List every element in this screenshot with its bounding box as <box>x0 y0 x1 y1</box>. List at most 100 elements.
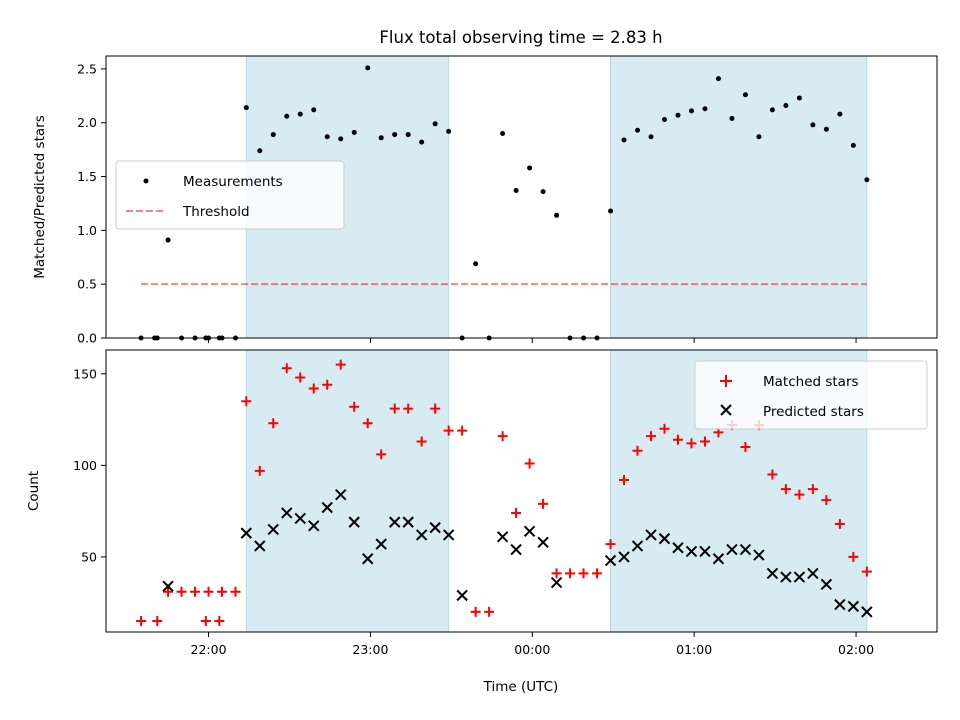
matched-stars-point <box>163 586 174 597</box>
measurement-point <box>392 132 398 138</box>
measurement-point <box>837 111 843 117</box>
measurement-point <box>419 139 425 145</box>
bottom-panel: 50 100 150 22:00 23:00 00:00 01:00 02:00 Time … <box>26 349 938 695</box>
measurement-point <box>864 177 870 183</box>
measurement-point <box>378 135 384 141</box>
matched-stars-point <box>281 363 292 374</box>
predicted-stars-point <box>550 576 563 589</box>
measurement-point <box>270 132 276 138</box>
predicted-stars-point <box>162 580 174 592</box>
predicted-stars-point <box>308 520 320 532</box>
matched-stars-point <box>497 431 508 442</box>
predicted-stars-point <box>658 532 671 545</box>
matched-stars-point <box>176 586 187 597</box>
predicted-stars-point <box>766 567 779 580</box>
measurement-point <box>432 121 438 127</box>
top-legend: Measurements Threshold <box>115 160 345 230</box>
matched-stars-point <box>254 465 265 476</box>
legend-predicted-marker <box>720 404 732 416</box>
matched-stars-point <box>699 436 710 447</box>
matched-stars-point <box>794 489 805 500</box>
matched-stars-point <box>416 436 427 447</box>
measurement-point <box>608 208 614 214</box>
measurement-point <box>338 136 344 142</box>
predicted-stars-point <box>861 606 873 618</box>
matched-stars-point <box>190 586 201 597</box>
matched-stars-point <box>308 383 319 394</box>
measurement-point <box>715 76 721 82</box>
legend-predicted-label: Predicted stars <box>763 404 864 420</box>
matched-stars-point <box>834 518 845 529</box>
series-measurements <box>138 65 870 341</box>
measurement-point <box>742 92 748 98</box>
measurement-point <box>365 65 371 71</box>
measurement-point <box>473 261 479 267</box>
predicted-stars-point <box>739 543 752 556</box>
measurement-point <box>165 237 171 243</box>
predicted-stars-point <box>429 521 441 534</box>
measurement-point <box>850 142 856 148</box>
y-tick-label: 2.0 <box>77 115 97 130</box>
matched-stars-point <box>362 418 373 429</box>
matched-stars-point <box>807 484 818 495</box>
matched-stars-point <box>214 616 225 627</box>
matched-stars-point <box>470 606 481 617</box>
top-legend-box <box>115 160 345 230</box>
matched-stars-point <box>430 403 441 414</box>
predicted-stars-point <box>267 523 279 536</box>
measurement-point <box>446 128 452 134</box>
predicted-stars-point <box>820 578 833 591</box>
legend-matched-marker <box>720 375 732 387</box>
x-tick-label: 00:00 <box>514 642 550 657</box>
predicted-stars-point <box>240 527 253 539</box>
matched-stars-point <box>659 423 670 434</box>
matched-stars-point <box>632 445 643 456</box>
measurement-point <box>257 148 263 154</box>
series-predicted-stars <box>162 488 873 618</box>
matched-stars-point <box>538 498 549 509</box>
measurement-point <box>527 165 533 171</box>
measurement-point <box>823 126 829 132</box>
matched-stars-point <box>152 616 163 627</box>
measurement-point <box>796 95 802 101</box>
matched-stars-point <box>565 568 576 579</box>
matched-stars-point <box>780 484 791 495</box>
matched-stars-point <box>241 396 252 407</box>
matched-stars-point <box>551 568 562 579</box>
matched-stars-point <box>605 539 616 550</box>
matched-stars-point <box>268 418 279 429</box>
matched-stars-point <box>335 359 346 370</box>
measurement-point <box>243 105 249 111</box>
matched-stars-point <box>136 616 147 627</box>
predicted-stars-point <box>335 488 347 501</box>
predicted-stars-point <box>375 538 387 550</box>
bottom-y-axis-label: Count <box>26 471 42 511</box>
y-tick-label: 1.5 <box>77 169 97 184</box>
y-tick-label: 0.5 <box>77 277 97 292</box>
matched-stars-point <box>861 566 872 577</box>
measurement-point <box>621 137 627 143</box>
measurement-point <box>702 106 708 112</box>
observing-window-band <box>245 349 450 633</box>
measurement-point <box>405 132 411 138</box>
predicted-stars-point <box>348 516 360 528</box>
predicted-stars-point <box>254 540 266 552</box>
predicted-stars-point <box>645 529 657 541</box>
top-panel: 0.0 0.5 1.0 1.5 2.0 2.5 Matched/Predicted sta… <box>32 55 938 346</box>
predicted-stars-point <box>456 589 468 602</box>
y-tick-label: 1.0 <box>77 223 97 238</box>
matched-stars-point <box>646 431 657 442</box>
predicted-stars-point <box>281 507 293 519</box>
measurement-point <box>554 212 560 218</box>
measurement-point <box>635 127 641 133</box>
legend-threshold-label: Threshold <box>182 204 250 220</box>
predicted-stars-point <box>834 598 846 611</box>
matched-stars-point <box>443 425 454 436</box>
predicted-stars-point <box>847 600 860 613</box>
matched-stars-point <box>230 586 241 597</box>
measurement-point <box>500 130 506 136</box>
observing-window-band <box>610 55 868 339</box>
predicted-stars-point <box>753 549 765 561</box>
predicted-stars-point <box>604 554 617 567</box>
